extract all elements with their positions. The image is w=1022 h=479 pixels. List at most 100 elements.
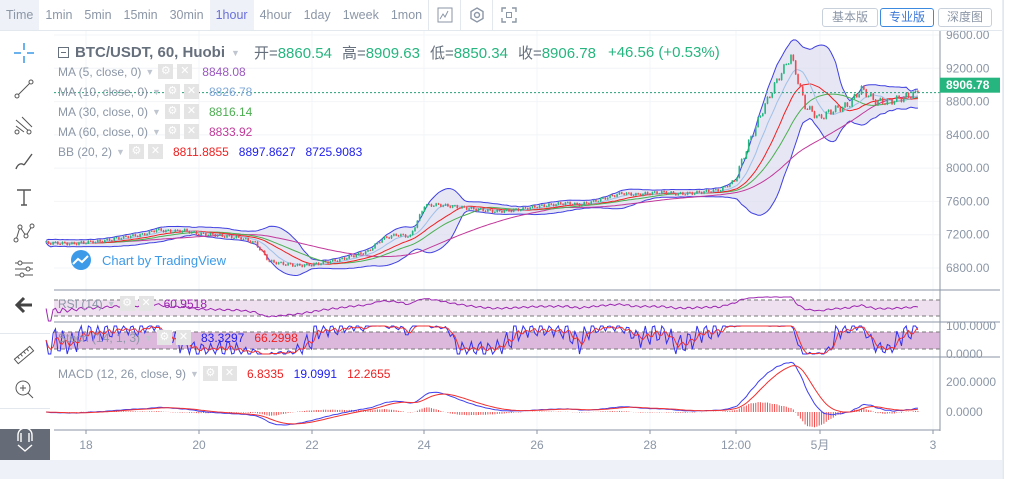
candle xyxy=(324,261,327,263)
candle xyxy=(343,257,346,260)
timeframe-1day[interactable]: 1day xyxy=(303,8,331,22)
gear-icon[interactable]: ⚙ xyxy=(158,64,174,79)
candle xyxy=(860,85,863,95)
chevron-down-icon[interactable]: ▼ xyxy=(190,368,199,379)
brush-icon[interactable] xyxy=(8,147,40,175)
change-value: +46.56 (+0.53%) xyxy=(607,44,720,61)
basic-version-button[interactable]: 基本版 xyxy=(822,8,878,27)
ruler-icon[interactable] xyxy=(8,341,40,369)
candle xyxy=(898,95,900,99)
fullscreen-icon[interactable] xyxy=(492,0,524,30)
bb-value: 8897.8627 xyxy=(238,144,296,159)
ma60-label: MA (60, close, 0) xyxy=(58,124,149,139)
timeframe-1week[interactable]: 1week xyxy=(342,8,379,22)
candle xyxy=(411,231,414,235)
chevron-down-icon[interactable]: ▼ xyxy=(116,146,125,157)
timeframe-30min[interactable]: 30min xyxy=(169,8,204,22)
rsi-label: RSI (14) xyxy=(58,296,103,311)
tradingview-logo-icon xyxy=(71,250,91,270)
macd-signal-line xyxy=(46,365,918,425)
collapse-icon[interactable] xyxy=(58,47,69,58)
candle xyxy=(534,205,536,208)
trend-line-icon[interactable] xyxy=(8,75,40,103)
candle xyxy=(136,236,139,238)
candle xyxy=(54,241,57,243)
timeframe-5min[interactable]: 5min xyxy=(84,8,112,22)
candle xyxy=(435,203,437,206)
candle xyxy=(635,193,637,196)
candle xyxy=(346,258,348,260)
close-icon[interactable]: ✕ xyxy=(138,296,154,311)
candle xyxy=(430,204,433,207)
zoom-in-icon[interactable] xyxy=(8,375,40,403)
text-icon[interactable] xyxy=(8,183,40,211)
ma60-line xyxy=(45,96,918,258)
candle xyxy=(548,203,550,207)
timeframe-4hour[interactable]: 4hour xyxy=(259,8,292,22)
back-arrow-icon[interactable] xyxy=(8,291,40,319)
gear-icon[interactable]: ⚙ xyxy=(202,366,218,381)
close-icon[interactable]: ✕ xyxy=(183,124,199,139)
candle xyxy=(877,100,879,106)
candle xyxy=(804,95,806,109)
gear-icon[interactable]: ⚙ xyxy=(156,330,172,345)
depth-chart-button[interactable]: 深度图 xyxy=(938,8,992,27)
candle xyxy=(550,203,553,205)
indicator-icon[interactable] xyxy=(428,0,460,30)
pro-version-button[interactable]: 专业版 xyxy=(880,8,934,27)
bb-legend: BB (20, 2) ▼ ⚙ ✕ 8811.8855 8897.8627 8725.9083 xyxy=(58,144,362,159)
chevron-down-icon[interactable]: ▼ xyxy=(231,47,240,58)
fib-tool-icon[interactable] xyxy=(8,111,40,139)
price-tick-label: 9600.00 xyxy=(946,31,990,42)
chevron-down-icon[interactable]: ▼ xyxy=(106,298,116,309)
candle xyxy=(773,82,776,94)
chevron-down-icon[interactable]: ▼ xyxy=(144,332,153,343)
candle xyxy=(602,197,604,199)
candle xyxy=(632,195,635,197)
chevron-down-icon[interactable]: ▼ xyxy=(152,126,161,137)
bb-value: 8811.8855 xyxy=(172,144,229,159)
close-icon[interactable]: ✕ xyxy=(183,84,199,99)
timeframe-15min[interactable]: 15min xyxy=(123,8,158,22)
gear-icon[interactable]: ⚙ xyxy=(164,104,180,119)
settings-icon[interactable] xyxy=(460,0,492,30)
candle xyxy=(564,202,567,205)
price-chart[interactable]: 9600.00 9200.00 8800.00 8400.00 8000.00 7600.… xyxy=(0,31,1002,460)
candle xyxy=(245,238,247,240)
chevron-down-icon[interactable]: ▼ xyxy=(152,106,161,117)
magnet-button[interactable] xyxy=(0,427,50,460)
chevron-down-icon[interactable]: ▼ xyxy=(145,66,155,77)
candle xyxy=(275,262,278,265)
candle xyxy=(219,234,221,236)
timeframe-1mon[interactable]: 1mon xyxy=(390,8,423,22)
close-icon[interactable]: ✕ xyxy=(147,144,163,159)
gear-icon[interactable]: ⚙ xyxy=(128,144,144,159)
candle xyxy=(108,238,111,241)
gear-icon[interactable]: ⚙ xyxy=(164,84,180,99)
candle xyxy=(292,263,294,267)
pattern-icon[interactable] xyxy=(8,219,40,247)
chevron-down-icon[interactable]: ▼ xyxy=(152,86,161,97)
gear-icon[interactable]: ⚙ xyxy=(119,296,135,311)
timeframe-1hour[interactable]: 1hour xyxy=(209,0,254,30)
gear-icon[interactable]: ⚙ xyxy=(164,124,180,139)
prediction-icon[interactable] xyxy=(8,255,40,283)
timeframe-time[interactable]: Time xyxy=(0,0,40,30)
candle xyxy=(750,136,752,140)
candle xyxy=(209,233,212,235)
candle xyxy=(653,191,656,193)
candle xyxy=(536,207,538,209)
crosshair-icon[interactable] xyxy=(8,39,40,67)
close-icon[interactable]: ✕ xyxy=(221,366,237,381)
close-icon[interactable]: ✕ xyxy=(183,104,199,119)
macd-tick-label: 0.0000 xyxy=(946,405,983,419)
candle xyxy=(111,240,113,242)
candle xyxy=(886,98,889,105)
candle xyxy=(472,207,475,210)
candle xyxy=(900,98,903,102)
candle xyxy=(468,208,470,210)
close-icon[interactable]: ✕ xyxy=(177,64,193,79)
timeframe-1min[interactable]: 1min xyxy=(45,8,73,22)
close-icon[interactable]: ✕ xyxy=(175,330,191,345)
candle xyxy=(233,237,235,239)
